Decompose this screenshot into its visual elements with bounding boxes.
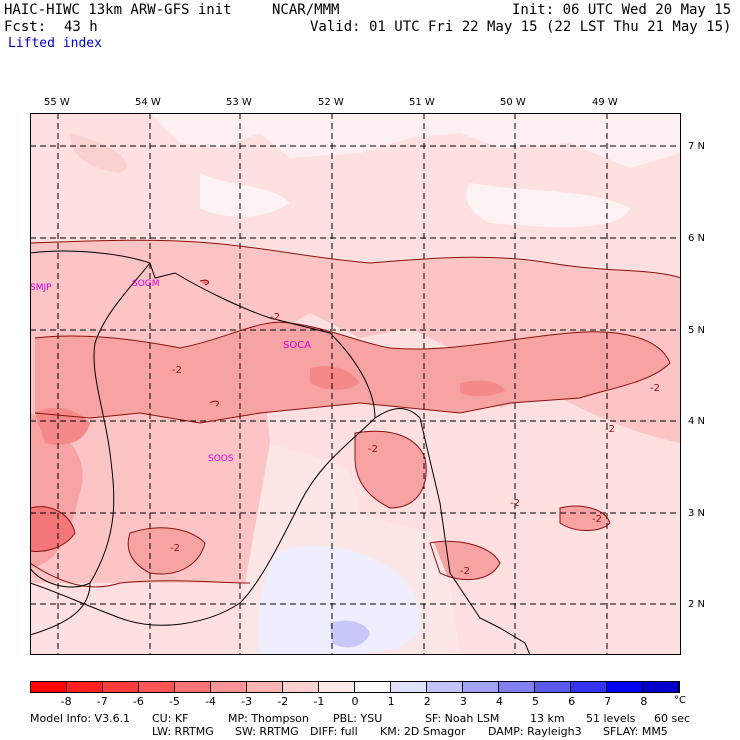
pbl-scheme: PBL: YSU [333, 712, 383, 725]
colorbar-tick-label: 2 [423, 695, 431, 708]
contour-label: -2 [460, 566, 470, 577]
surface-layer-option: SFLAY: MM5 [603, 725, 668, 738]
shortwave-scheme: SW: RRTMG [235, 725, 299, 738]
damping-option: DAMP: Rayleigh3 [488, 725, 582, 738]
moderate-field [30, 240, 681, 583]
colorbar-tick-label: -6 [132, 695, 144, 708]
colorbar-tick-label: -1 [313, 695, 325, 708]
field-name: Lifted index [8, 36, 102, 51]
org-label: NCAR/MMM [272, 2, 340, 18]
colorbar-tick-label: -2 [277, 695, 289, 708]
station-label: SOCA [283, 340, 312, 351]
colorbar-tick-label: 7 [604, 695, 612, 708]
colorbar-swatch [139, 682, 175, 692]
timestep: 60 sec [654, 712, 691, 725]
lon-label: 49 W [592, 97, 618, 108]
colorbar-swatch [283, 682, 319, 692]
lat-label: 7 N [688, 141, 706, 152]
contour-lines [30, 239, 681, 588]
colorbar-tick-label: 1 [387, 695, 395, 708]
lon-label: 54 W [135, 97, 161, 108]
colorbar-swatch [175, 682, 211, 692]
lat-lon-grid [30, 113, 681, 655]
stable-zone-core [330, 620, 370, 648]
contour-label: -2 [605, 424, 615, 435]
colorbar-tick-label: -5 [168, 695, 180, 708]
contour-label: -2 [650, 383, 660, 394]
colorbar-swatch [211, 682, 247, 692]
colorbar-swatch [643, 682, 679, 692]
colorbar-tick-label: 4 [495, 695, 503, 708]
colorbar [30, 681, 680, 693]
contour-label: -2 [170, 543, 180, 554]
cumulus-scheme: CU: KF [152, 712, 189, 725]
lon-label: 51 W [409, 97, 435, 108]
colorbar-tick-label: -8 [60, 695, 72, 708]
model-info: Model Info: V3.6.1 [30, 712, 131, 725]
vertical-levels: 51 levels [586, 712, 636, 725]
lat-label: 5 N [688, 325, 706, 336]
colorbar-tick-label: -7 [96, 695, 108, 708]
microphysics-scheme: MP: Thompson [228, 712, 309, 725]
station-label: SMJP [30, 283, 52, 293]
init-time: Init: 06 UTC Wed 20 May 15 [512, 2, 732, 18]
diffusion-option: DIFF: full [310, 725, 358, 738]
colorbar-tick-label: -4 [205, 695, 217, 708]
colorbar-swatch [67, 682, 103, 692]
forecast-label: Fcst: [4, 19, 47, 35]
colorbar-tick-label: 3 [459, 695, 467, 708]
colorbar-swatch [355, 682, 391, 692]
lat-label: 6 N [688, 233, 706, 244]
colorbar-tick-label: 5 [532, 695, 540, 708]
map-frame [30, 113, 681, 655]
km-option: KM: 2D Smagor [380, 725, 466, 738]
grid-spacing: 13 km [530, 712, 565, 725]
colorbar-labels: -8 -7 -6 -5 -4 -3 -2 -1 0 1 2 3 4 5 6 7 8 [30, 695, 680, 709]
lon-label: 55 W [44, 97, 70, 108]
colorbar-unit: °C [674, 695, 686, 706]
stable-zone [258, 545, 421, 655]
coastline-borders [30, 250, 531, 655]
colorbar-tick-label: 6 [568, 695, 576, 708]
colorbar-swatch [535, 682, 571, 692]
colorbar-swatch [427, 682, 463, 692]
station-label: SOGM [132, 279, 160, 289]
colorbar-swatch [607, 682, 643, 692]
lon-label: 52 W [318, 97, 344, 108]
colorbar-tick-label: 8 [640, 695, 648, 708]
colorbar-swatch [103, 682, 139, 692]
contour-label: -2 [368, 444, 378, 455]
lifted-index-map [30, 113, 681, 655]
contour-label: -2 [510, 498, 520, 509]
lon-label: 53 W [226, 97, 252, 108]
unstable-zone-inland [355, 431, 427, 508]
colorbar-swatch [463, 682, 499, 692]
lat-label: 2 N [688, 599, 706, 610]
colorbar-swatch [499, 682, 535, 692]
colorbar-swatch [391, 682, 427, 692]
unstable-zone-band [35, 322, 670, 423]
colorbar-swatch [247, 682, 283, 692]
valid-time: Valid: 01 UTC Fri 22 May 15 (22 LST Thu … [310, 19, 732, 35]
contour-label: -2 [592, 514, 602, 525]
pale-field-north [30, 113, 681, 168]
station-label: SOOS [208, 454, 234, 464]
contour-label: -2 [172, 365, 182, 376]
model-title: HAIC-HIWC 13km ARW-GFS init [4, 2, 232, 18]
forecast-hour: 43 h [64, 19, 98, 35]
colorbar-swatch [31, 682, 67, 692]
contour-label: -2 [270, 312, 280, 323]
lat-label: 3 N [688, 508, 706, 519]
surface-scheme: SF: Noah LSM [425, 712, 500, 725]
lon-label: 50 W [500, 97, 526, 108]
longwave-scheme: LW: RRTMG [152, 725, 214, 738]
lat-label: 4 N [688, 416, 706, 427]
colorbar-swatch [319, 682, 355, 692]
colorbar-tick-label: -3 [241, 695, 253, 708]
colorbar-swatch [571, 682, 607, 692]
colorbar-tick-label: 0 [351, 695, 359, 708]
